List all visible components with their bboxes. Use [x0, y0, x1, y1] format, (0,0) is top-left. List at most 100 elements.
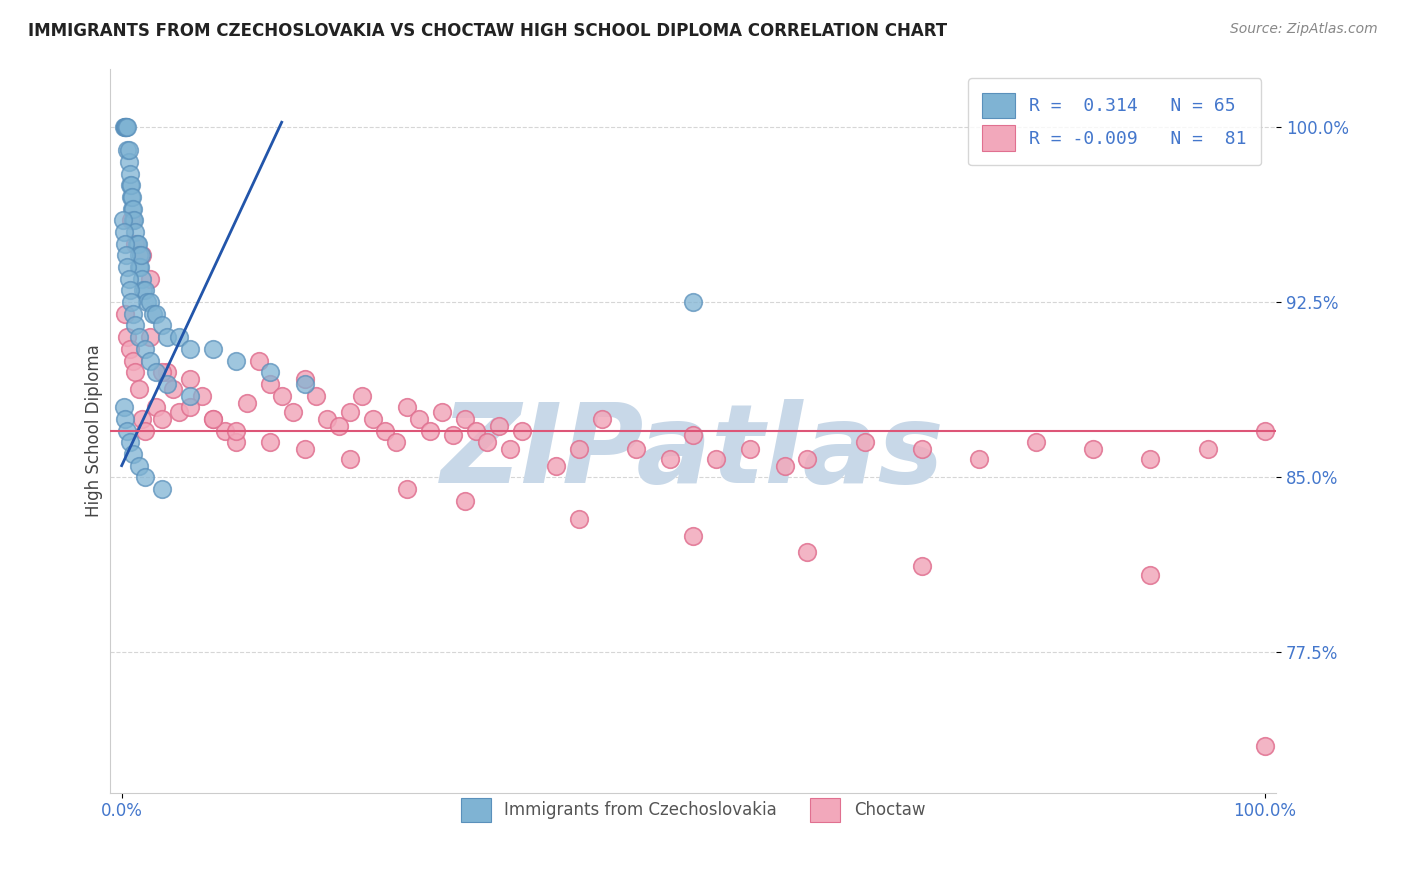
Point: [339, 451, 361, 466]
Point: [150, 482, 173, 496]
Point: [120, 213, 142, 227]
Point: [120, 295, 142, 310]
Point: [740, 442, 762, 457]
Point: [115, 248, 138, 262]
Point: [120, 190, 142, 204]
Point: [156, 365, 179, 379]
Point: [361, 412, 384, 426]
Point: [134, 470, 156, 484]
Point: [122, 202, 145, 216]
Point: [117, 143, 139, 157]
Point: [112, 401, 135, 415]
Legend: Immigrants from Czechoslovakia, Choctaw: Immigrants from Czechoslovakia, Choctaw: [447, 785, 939, 835]
Point: [122, 447, 145, 461]
Point: [179, 388, 201, 402]
Point: [111, 213, 134, 227]
Point: [316, 412, 339, 426]
Point: [408, 412, 430, 426]
Point: [117, 143, 139, 157]
Point: [117, 260, 139, 274]
Point: [911, 559, 934, 574]
Point: [124, 236, 146, 251]
Point: [499, 442, 522, 457]
Point: [129, 260, 152, 274]
Point: [419, 424, 441, 438]
Point: [117, 120, 139, 134]
Point: [259, 376, 281, 391]
Point: [270, 388, 292, 402]
Point: [339, 405, 361, 419]
Point: [145, 365, 167, 379]
Point: [477, 435, 499, 450]
Point: [114, 120, 136, 134]
Text: Source: ZipAtlas.com: Source: ZipAtlas.com: [1230, 22, 1378, 37]
Point: [510, 424, 533, 438]
Point: [156, 376, 179, 391]
Point: [236, 395, 259, 409]
Point: [117, 424, 139, 438]
Point: [568, 442, 591, 457]
Point: [122, 213, 145, 227]
Point: [129, 248, 152, 262]
Point: [202, 412, 225, 426]
Point: [117, 272, 139, 286]
Point: [396, 482, 419, 496]
Point: [134, 424, 156, 438]
Point: [139, 330, 162, 344]
Point: [591, 412, 613, 426]
Point: [167, 330, 190, 344]
Point: [1083, 442, 1105, 457]
Point: [796, 451, 818, 466]
Point: [179, 401, 201, 415]
Point: [568, 512, 591, 526]
Point: [124, 318, 146, 333]
Point: [134, 284, 156, 298]
Point: [682, 295, 704, 310]
Point: [453, 412, 475, 426]
Point: [1197, 442, 1219, 457]
Point: [294, 376, 316, 391]
Point: [305, 388, 328, 402]
Point: [259, 365, 281, 379]
Y-axis label: High School Diploma: High School Diploma: [86, 344, 103, 517]
Point: [114, 412, 136, 426]
Point: [453, 493, 475, 508]
Point: [128, 248, 150, 262]
Point: [179, 372, 201, 386]
Point: [225, 353, 247, 368]
Point: [145, 307, 167, 321]
Point: [127, 236, 149, 251]
Point: [374, 424, 396, 438]
Text: IMMIGRANTS FROM CZECHOSLOVAKIA VS CHOCTAW HIGH SCHOOL DIPLOMA CORRELATION CHART: IMMIGRANTS FROM CZECHOSLOVAKIA VS CHOCTA…: [28, 22, 948, 40]
Point: [259, 435, 281, 450]
Point: [162, 382, 184, 396]
Point: [247, 353, 270, 368]
Point: [139, 295, 162, 310]
Point: [128, 260, 150, 274]
Point: [128, 458, 150, 473]
Point: [114, 236, 136, 251]
Point: [385, 435, 408, 450]
Point: [135, 295, 157, 310]
Point: [118, 167, 141, 181]
Point: [156, 330, 179, 344]
Point: [122, 353, 145, 368]
Point: [773, 458, 796, 473]
Point: [117, 330, 139, 344]
Point: [624, 442, 647, 457]
Point: [125, 236, 148, 251]
Point: [544, 458, 567, 473]
Point: [179, 342, 201, 356]
Point: [118, 284, 141, 298]
Point: [430, 405, 453, 419]
Point: [225, 424, 247, 438]
Point: [150, 318, 173, 333]
Point: [115, 120, 138, 134]
Point: [118, 178, 141, 193]
Text: ZIPatlas: ZIPatlas: [441, 399, 945, 506]
Point: [114, 307, 136, 321]
Point: [118, 435, 141, 450]
Point: [134, 342, 156, 356]
Point: [225, 435, 247, 450]
Point: [145, 401, 167, 415]
